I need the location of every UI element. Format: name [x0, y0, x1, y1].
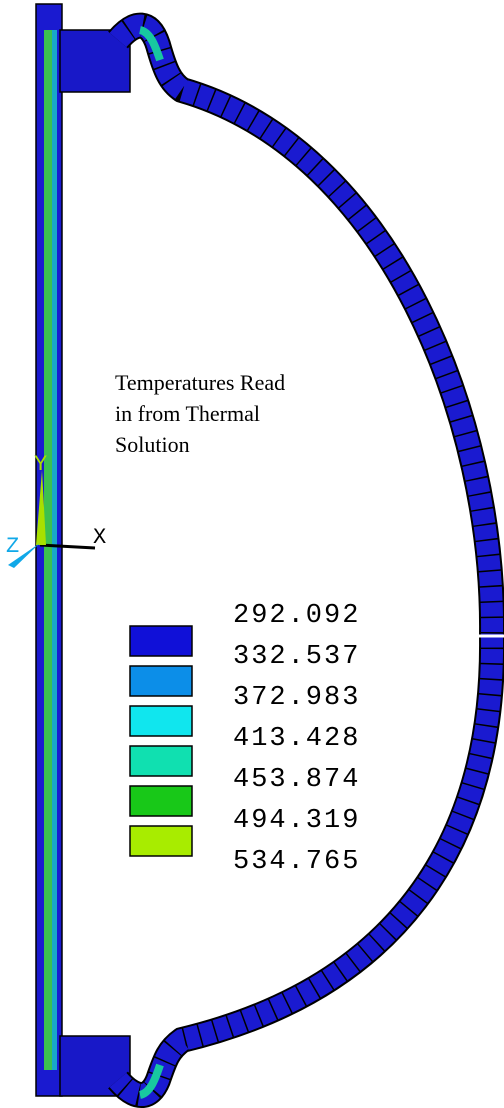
- legend-swatch: [130, 746, 192, 776]
- model: [36, 4, 504, 1096]
- plate-mid: [52, 30, 57, 1070]
- fea-plot: X Y Z Temperatures Read in from Thermal So…: [0, 0, 504, 1108]
- legend-level: 332.537: [233, 642, 360, 672]
- y-label: Y: [34, 452, 47, 477]
- shell-edge: [118, 26, 492, 1095]
- annotation: Temperatures Read in from Thermal Solution: [115, 370, 285, 457]
- legend-level: 534.765: [233, 847, 360, 877]
- shell: [118, 26, 492, 1095]
- legend-swatch: [130, 666, 192, 696]
- legend-swatch: [130, 786, 192, 816]
- legend: 292.092 332.537 372.983 413.428 453.874 494.3…: [130, 601, 360, 877]
- annotation-line: Solution: [115, 432, 190, 457]
- legend-level: 292.092: [233, 601, 360, 631]
- legend-level: 453.874: [233, 765, 360, 795]
- legend-swatch: [130, 826, 192, 856]
- legend-swatch: [130, 706, 192, 736]
- annotation-line: in from Thermal: [115, 401, 260, 426]
- plate-hot: [44, 30, 52, 1070]
- legend-level: 413.428: [233, 724, 360, 754]
- x-label: X: [93, 525, 106, 550]
- annotation-line: Temperatures Read: [115, 370, 285, 395]
- legend-swatch: [130, 626, 192, 656]
- legend-level: 494.319: [233, 806, 360, 836]
- legend-level: 372.983: [233, 683, 360, 713]
- z-label: Z: [6, 534, 19, 559]
